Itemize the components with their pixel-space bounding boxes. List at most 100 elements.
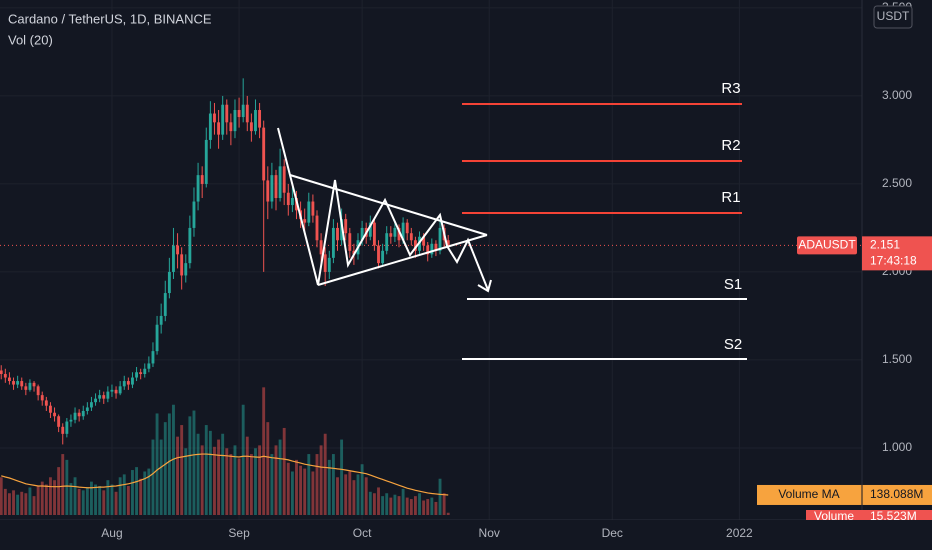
candle-body (118, 386, 122, 394)
candle-body (249, 122, 253, 132)
trend-line (317, 234, 488, 286)
volume-bar (20, 491, 24, 515)
candle-body (204, 139, 208, 184)
volume-bar (44, 484, 48, 515)
volume-box (806, 510, 932, 520)
volume-bar (274, 445, 278, 515)
volume-bar (192, 410, 196, 515)
volume-bar (126, 485, 130, 515)
volume-bar (262, 387, 266, 515)
volume-bar (122, 474, 126, 515)
volume-bar (237, 458, 241, 515)
candle-body (200, 175, 204, 184)
volume-bar (65, 459, 69, 515)
candle-body (344, 219, 348, 234)
volume-bar (258, 445, 262, 515)
candle-body (381, 250, 385, 264)
y-tick-label: 1.000 (882, 440, 912, 454)
candle-body (36, 386, 40, 396)
time-axis (0, 520, 932, 550)
candle-body (372, 222, 376, 246)
candle-body (126, 381, 130, 385)
candle-body (389, 233, 393, 237)
candle-body (81, 410, 85, 417)
volume-bar (372, 493, 376, 515)
x-tick-label: Dec (602, 526, 623, 540)
candle-body (368, 222, 372, 237)
candle-body (155, 324, 159, 352)
volume-bar (303, 468, 307, 515)
candle-body (286, 192, 290, 206)
candle-body (422, 236, 426, 246)
candle-body (176, 245, 180, 255)
volume-bar (389, 497, 393, 515)
candle-body (12, 381, 15, 385)
candle-body (348, 233, 352, 251)
candle-body (0, 370, 3, 375)
candle-body (405, 222, 409, 234)
candle-body (57, 416, 61, 427)
volume-bar (438, 478, 442, 515)
y-tick-label: 2.500 (882, 176, 912, 190)
candle-body (319, 240, 323, 255)
ma-name: Volume MA (778, 487, 839, 501)
volume-bar (278, 439, 282, 515)
candle-body (32, 382, 36, 387)
candle-body (16, 381, 20, 385)
volume-bar (36, 485, 40, 515)
candle-body (426, 245, 430, 255)
candle-body (114, 389, 118, 394)
volume-bar (245, 436, 249, 515)
candle-body (110, 389, 114, 392)
candle-body (188, 227, 192, 264)
candle-body (245, 104, 249, 123)
volume-bar (159, 439, 163, 515)
volume-bar (446, 512, 450, 515)
candle-body (143, 368, 147, 375)
candle-body (24, 386, 28, 390)
candle-body (180, 254, 184, 276)
volume-bar (94, 484, 97, 515)
volume-bar (422, 500, 426, 515)
volume-bar (73, 477, 77, 515)
volume-bar (90, 481, 93, 515)
volume-bar (290, 471, 294, 515)
volume-bar (331, 454, 335, 515)
volume-bar (114, 491, 118, 515)
volume-bar (217, 439, 221, 515)
candle-body (106, 391, 110, 399)
candle-body (225, 104, 229, 123)
price-box (862, 236, 932, 271)
candle-body (44, 400, 48, 406)
candle-body (7, 377, 11, 382)
candle-body (172, 245, 175, 272)
candle-body (393, 227, 397, 237)
zigzag (277, 127, 489, 291)
volume-bar (40, 481, 44, 515)
candle-body (192, 201, 196, 228)
levels (462, 103, 747, 360)
chart-title: Cardano / TetherUS, 1D, BINANCE (8, 11, 212, 26)
candle-body (131, 377, 134, 385)
volume-bar (81, 490, 85, 515)
volume-bar (151, 439, 155, 515)
candle-body (377, 245, 380, 264)
volume-bar (249, 454, 253, 515)
volume-bar (286, 462, 290, 515)
volume-bar (225, 448, 229, 515)
volume-bar (77, 488, 81, 515)
volume-bar (254, 448, 257, 515)
volume-bar (3, 488, 7, 515)
volume-bar (282, 427, 286, 515)
candle-body (217, 122, 221, 135)
trend-line (289, 174, 488, 236)
volume-bar (348, 471, 352, 515)
candle-body (237, 110, 241, 118)
volume-bar (208, 430, 212, 515)
volume-bar (184, 448, 188, 515)
currency-box[interactable] (873, 5, 913, 29)
volume-bar (32, 496, 36, 515)
candle-body (221, 104, 225, 135)
volume-bar (229, 454, 233, 515)
